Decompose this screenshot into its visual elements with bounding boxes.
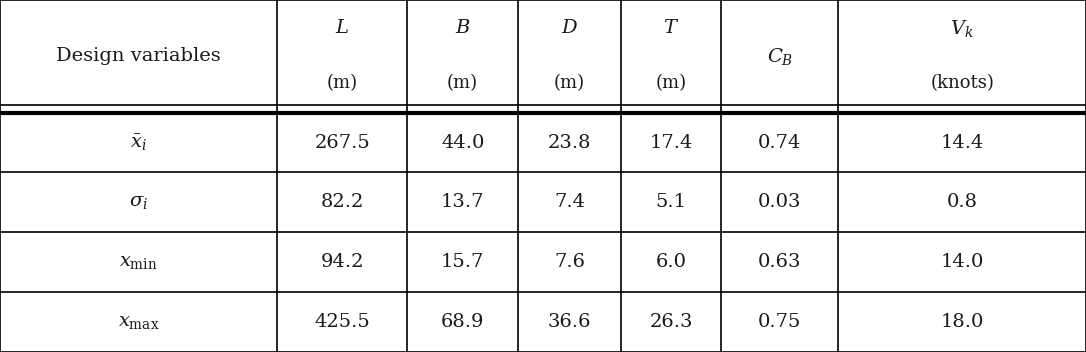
Text: (m): (m) <box>554 74 585 92</box>
Text: 0.63: 0.63 <box>758 253 801 271</box>
Text: (m): (m) <box>447 74 478 92</box>
Text: 13.7: 13.7 <box>441 193 484 212</box>
Text: 425.5: 425.5 <box>314 313 370 331</box>
Text: 0.75: 0.75 <box>758 313 801 331</box>
Text: $x_{\mathrm{min}}$: $x_{\mathrm{min}}$ <box>119 253 157 271</box>
Text: 0.74: 0.74 <box>758 133 801 152</box>
Text: 26.3: 26.3 <box>649 313 693 331</box>
Text: 18.0: 18.0 <box>940 313 984 331</box>
Text: $B$: $B$ <box>455 19 470 37</box>
Text: $\sigma_i$: $\sigma_i$ <box>129 193 148 212</box>
Text: $C_{B}$: $C_{B}$ <box>767 46 793 67</box>
Text: 23.8: 23.8 <box>547 133 592 152</box>
Text: 17.4: 17.4 <box>649 133 693 152</box>
Text: 7.4: 7.4 <box>554 193 585 212</box>
Text: 36.6: 36.6 <box>547 313 592 331</box>
Text: 14.4: 14.4 <box>940 133 984 152</box>
Text: Design variables: Design variables <box>56 47 220 65</box>
Text: $\bar{x}_i$: $\bar{x}_i$ <box>130 132 147 153</box>
Text: (m): (m) <box>327 74 357 92</box>
Text: 0.03: 0.03 <box>758 193 801 212</box>
Text: 267.5: 267.5 <box>314 133 370 152</box>
Text: 5.1: 5.1 <box>656 193 686 212</box>
Text: 82.2: 82.2 <box>320 193 364 212</box>
Text: (m): (m) <box>656 74 686 92</box>
Text: $L$: $L$ <box>336 19 349 37</box>
Text: (knots): (knots) <box>931 74 994 92</box>
Text: 7.6: 7.6 <box>554 253 585 271</box>
Text: $x_{\mathrm{max}}$: $x_{\mathrm{max}}$ <box>117 313 160 331</box>
Text: 68.9: 68.9 <box>441 313 484 331</box>
Text: 14.0: 14.0 <box>940 253 984 271</box>
Text: 0.8: 0.8 <box>947 193 977 212</box>
Text: 15.7: 15.7 <box>441 253 484 271</box>
Text: 44.0: 44.0 <box>441 133 484 152</box>
Text: $D$: $D$ <box>560 19 579 37</box>
Text: 94.2: 94.2 <box>320 253 364 271</box>
Text: $V_k$: $V_k$ <box>950 18 974 39</box>
Text: 6.0: 6.0 <box>656 253 686 271</box>
Text: $T$: $T$ <box>664 19 679 37</box>
